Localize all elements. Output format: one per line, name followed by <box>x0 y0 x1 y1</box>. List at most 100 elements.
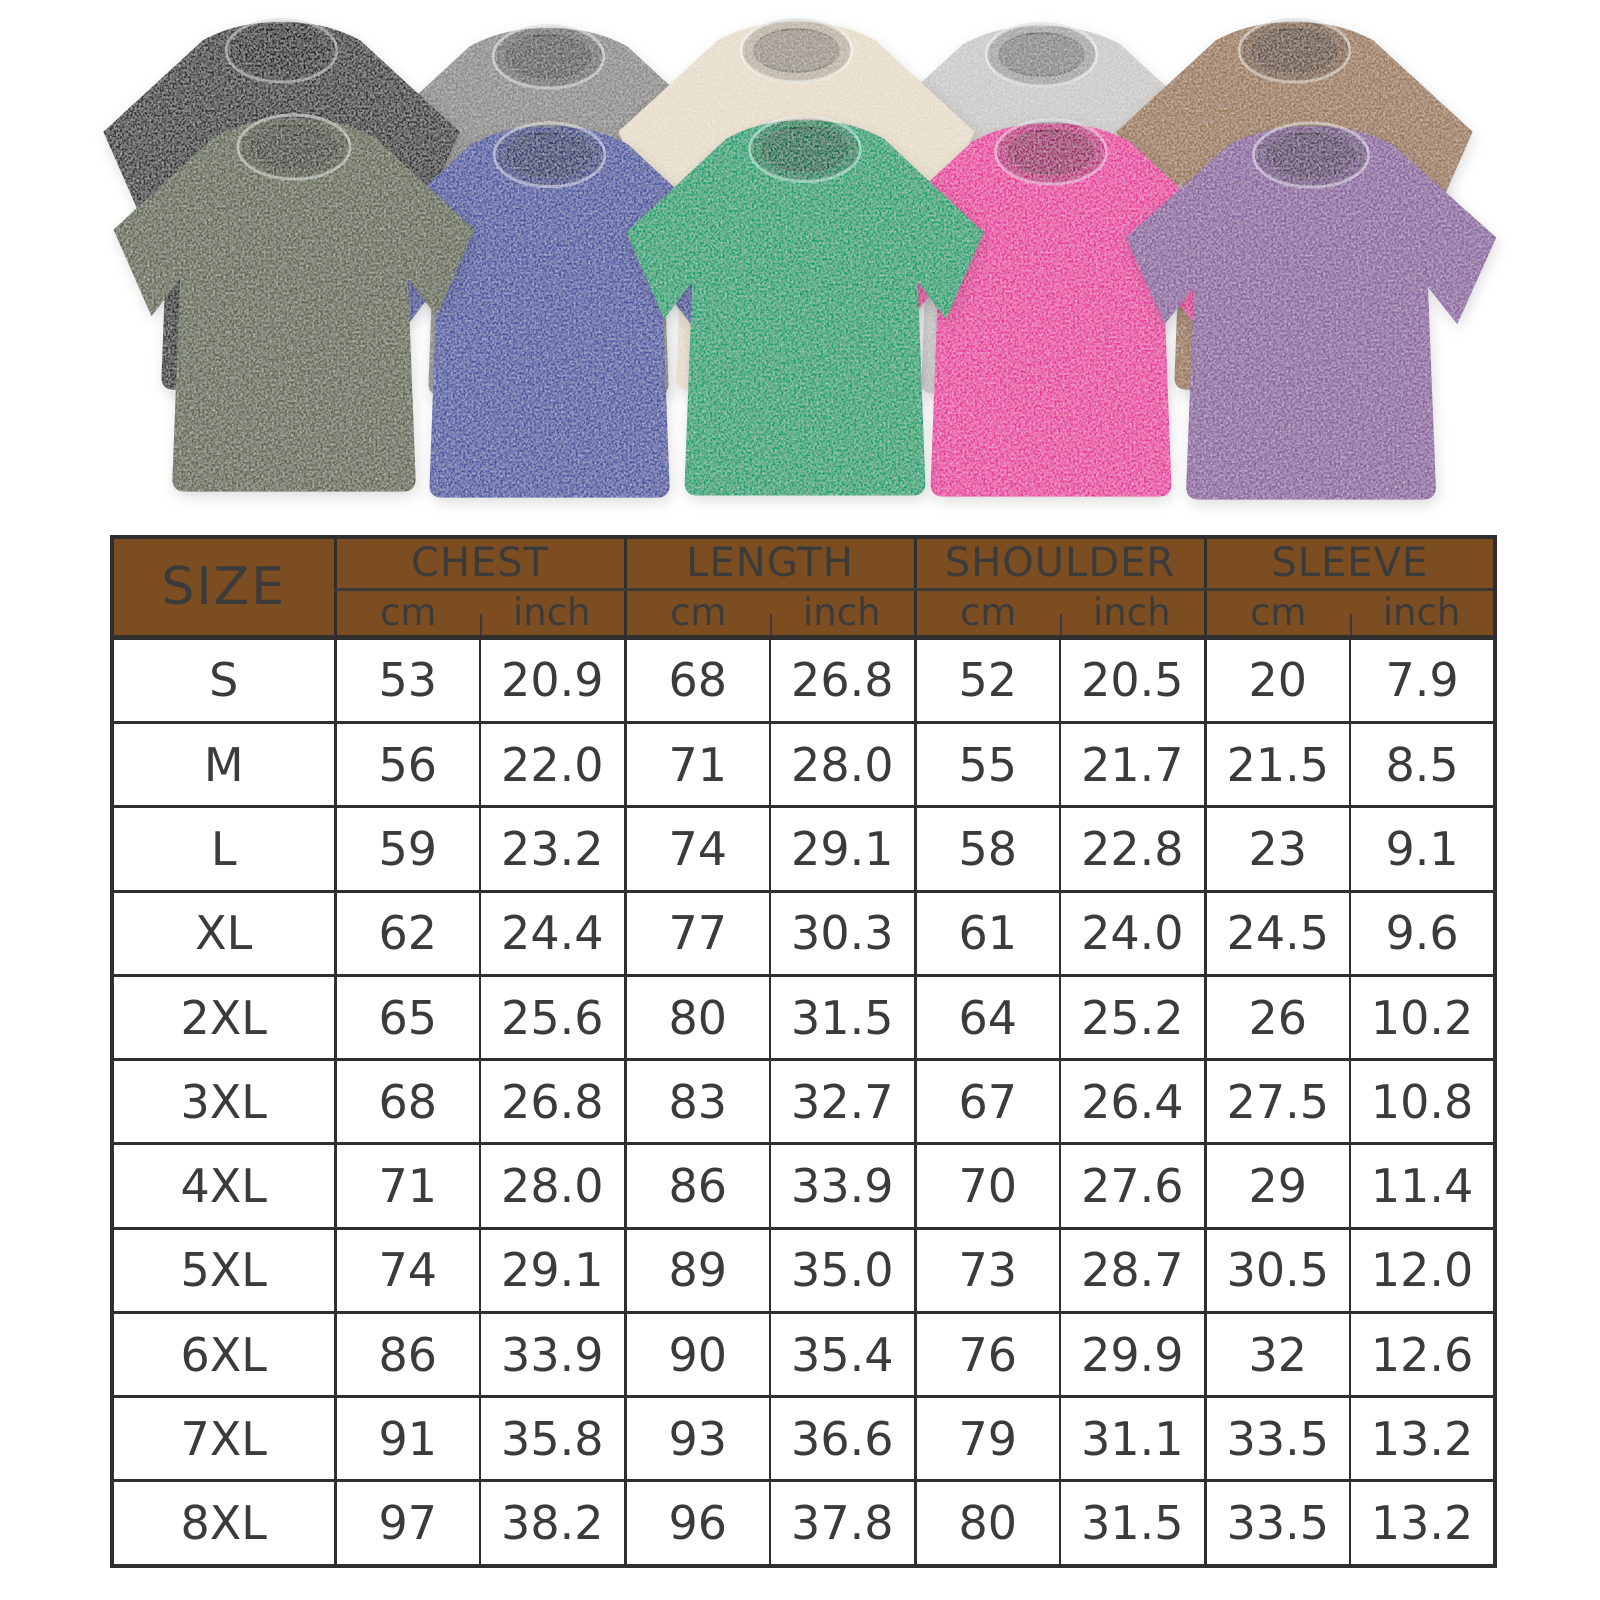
cell-length-inch: 35.4 <box>769 1310 916 1399</box>
cell-sleeve-inch: 9.6 <box>1349 889 1496 977</box>
cell-sleeve-cm: 27.5 <box>1203 1058 1351 1146</box>
cell-sleeve-cm: 24.5 <box>1203 889 1351 977</box>
cell-shoulder-inch: 31.1 <box>1059 1395 1206 1483</box>
cell-shoulder-inch: 27.6 <box>1059 1142 1206 1230</box>
table-row: 6XL 86 33.9 90 35.4 76 29.9 32 12.6 <box>110 1310 1496 1399</box>
cell-sleeve-inch: 9.1 <box>1349 805 1496 893</box>
cell-sleeve-cm: 20 <box>1203 634 1351 725</box>
unit-cm: cm <box>333 589 480 639</box>
header-unit-row: cm inch cm inch cm inch cm inch <box>112 589 1496 639</box>
cell-length-cm: 68 <box>623 634 771 725</box>
size-chart-header: SIZE CHEST LENGTH SHOULDER SLEEVE cm inc… <box>110 535 1496 639</box>
cell-sleeve-inch: 11.4 <box>1349 1142 1496 1230</box>
cell-sleeve-cm: 33.5 <box>1203 1479 1351 1569</box>
cell-sleeve-cm: 21.5 <box>1203 721 1351 809</box>
size-corner-label: SIZE <box>110 535 335 637</box>
cell-sleeve-cm: 30.5 <box>1203 1226 1351 1314</box>
cell-length-cm: 86 <box>623 1142 771 1230</box>
cell-chest-inch: 28.0 <box>478 1142 626 1230</box>
cell-shoulder-inch: 26.4 <box>1059 1058 1206 1146</box>
table-row: 7XL 91 35.8 93 36.6 79 31.1 33.5 13.2 <box>110 1395 1496 1483</box>
cell-shoulder-inch: 31.5 <box>1059 1479 1206 1569</box>
cell-length-cm: 89 <box>623 1226 771 1314</box>
cell-shoulder-cm: 61 <box>913 889 1061 977</box>
cell-chest-inch: 22.0 <box>478 721 626 809</box>
cell-chest-cm: 59 <box>333 805 480 893</box>
size-label: L <box>110 805 335 893</box>
unit-cm: cm <box>1203 589 1351 639</box>
size-label: 3XL <box>110 1058 335 1146</box>
size-label: M <box>110 721 335 809</box>
header-length: LENGTH <box>623 535 916 591</box>
cell-sleeve-inch: 10.2 <box>1349 973 1496 1062</box>
cell-shoulder-inch: 29.9 <box>1059 1310 1206 1399</box>
cell-shoulder-cm: 73 <box>913 1226 1061 1314</box>
cell-length-inch: 28.0 <box>769 721 916 809</box>
cell-length-inch: 26.8 <box>769 634 916 725</box>
tshirt-green <box>626 115 984 496</box>
header-group-row: SIZE CHEST LENGTH SHOULDER SLEEVE <box>110 535 1496 637</box>
cell-chest-cm: 65 <box>333 973 480 1062</box>
unit-inch: inch <box>480 589 626 639</box>
cell-length-cm: 93 <box>623 1395 771 1483</box>
cell-chest-cm: 91 <box>333 1395 480 1483</box>
tee-fabric <box>1125 121 1497 500</box>
cell-shoulder-cm: 67 <box>913 1058 1061 1146</box>
cell-shoulder-cm: 55 <box>913 721 1061 809</box>
cell-shoulder-inch: 22.8 <box>1059 805 1206 893</box>
cell-sleeve-cm: 29 <box>1203 1142 1351 1230</box>
cell-sleeve-inch: 12.6 <box>1349 1310 1496 1399</box>
size-label: XL <box>110 889 335 977</box>
cell-shoulder-inch: 24.0 <box>1059 889 1206 977</box>
table-row: 4XL 71 28.0 86 33.9 70 27.6 29 11.4 <box>110 1142 1496 1230</box>
table-row: XL 62 24.4 77 30.3 61 24.0 24.5 9.6 <box>110 889 1496 977</box>
cell-length-cm: 83 <box>623 1058 771 1146</box>
cell-sleeve-cm: 33.5 <box>1203 1395 1351 1483</box>
cell-length-cm: 96 <box>623 1479 771 1569</box>
cell-chest-inch: 33.9 <box>478 1310 626 1399</box>
cell-chest-inch: 35.8 <box>478 1395 626 1483</box>
cell-length-inch: 37.8 <box>769 1479 916 1569</box>
cell-length-inch: 32.7 <box>769 1058 916 1146</box>
cell-sleeve-inch: 13.2 <box>1349 1395 1496 1483</box>
size-label: 6XL <box>110 1310 335 1399</box>
cell-chest-cm: 53 <box>333 634 480 725</box>
header-sleeve: SLEEVE <box>1203 535 1496 591</box>
unit-inch: inch <box>770 589 916 639</box>
cell-sleeve-cm: 23 <box>1203 805 1351 893</box>
cell-length-cm: 74 <box>623 805 771 893</box>
cell-sleeve-cm: 32 <box>1203 1310 1351 1399</box>
unit-cm: cm <box>913 589 1061 639</box>
cell-chest-inch: 23.2 <box>478 805 626 893</box>
cell-shoulder-inch: 28.7 <box>1059 1226 1206 1314</box>
cell-sleeve-inch: 12.0 <box>1349 1226 1496 1314</box>
cell-shoulder-cm: 64 <box>913 973 1061 1062</box>
cell-shoulder-cm: 79 <box>913 1395 1061 1483</box>
cell-chest-inch: 24.4 <box>478 889 626 977</box>
header-shoulder: SHOULDER <box>913 535 1206 591</box>
table-row: M 56 22.0 71 28.0 55 21.7 21.5 8.5 <box>110 721 1496 809</box>
cell-shoulder-cm: 70 <box>913 1142 1061 1230</box>
cell-sleeve-inch: 10.8 <box>1349 1058 1496 1146</box>
size-chart-table: SIZE CHEST LENGTH SHOULDER SLEEVE cm inc… <box>110 535 1498 1569</box>
cell-chest-inch: 29.1 <box>478 1226 626 1314</box>
cell-shoulder-cm: 76 <box>913 1310 1061 1399</box>
cell-chest-cm: 68 <box>333 1058 480 1146</box>
cell-chest-cm: 74 <box>333 1226 480 1314</box>
cell-sleeve-inch: 8.5 <box>1349 721 1496 809</box>
unit-cm: cm <box>623 589 771 639</box>
cell-length-inch: 35.0 <box>769 1226 916 1314</box>
cell-shoulder-inch: 20.5 <box>1059 634 1206 725</box>
cell-chest-inch: 38.2 <box>478 1479 626 1569</box>
cell-length-inch: 29.1 <box>769 805 916 893</box>
unit-inch: inch <box>1350 589 1496 639</box>
header-chest: CHEST <box>333 535 626 591</box>
size-label: 5XL <box>110 1226 335 1314</box>
cell-shoulder-inch: 21.7 <box>1059 721 1206 809</box>
cell-chest-cm: 56 <box>333 721 480 809</box>
size-label: 4XL <box>110 1142 335 1230</box>
table-row: 8XL 97 38.2 96 37.8 80 31.5 33.5 13.2 <box>110 1479 1496 1569</box>
size-chart-body: S 53 20.9 68 26.8 52 20.5 20 7.9 M 56 22… <box>110 634 1496 1569</box>
cell-sleeve-cm: 26 <box>1203 973 1351 1062</box>
